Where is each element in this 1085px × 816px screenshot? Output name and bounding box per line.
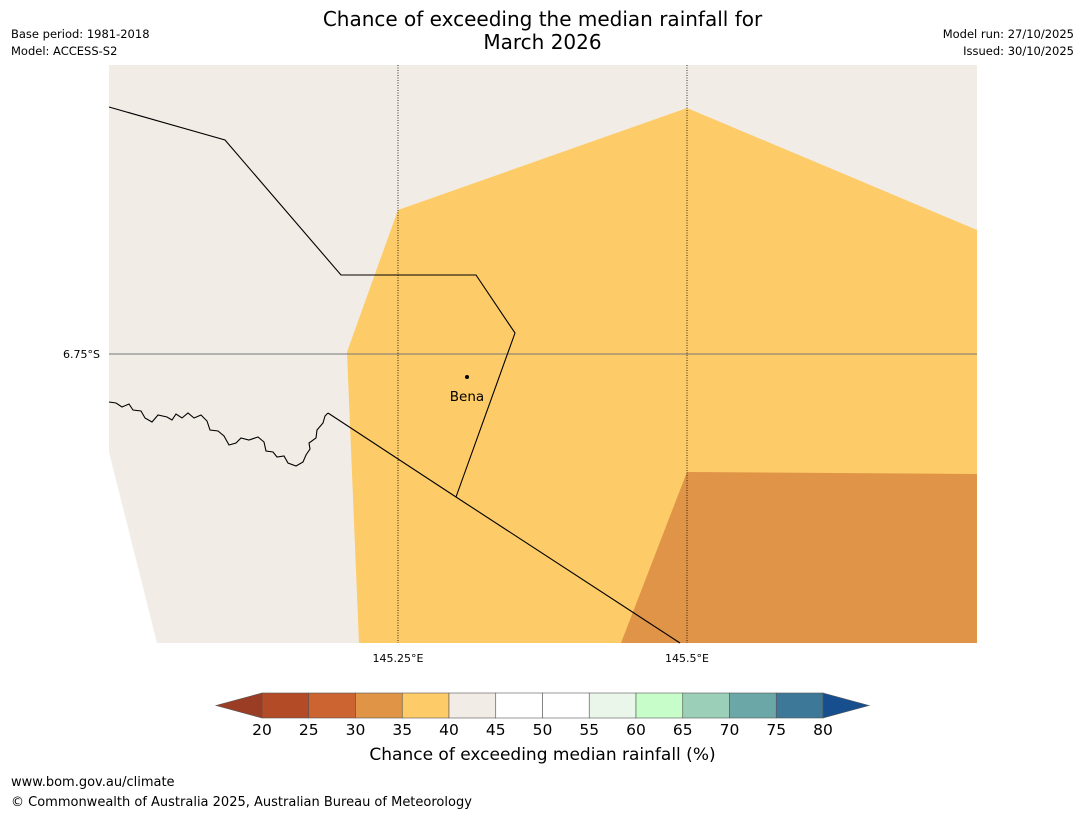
place-marker-dot xyxy=(465,375,469,379)
colorbar-tick-label: 60 xyxy=(626,721,646,739)
colorbar-segment-20-25 xyxy=(261,692,310,719)
colorbar-tick-label: 40 xyxy=(439,721,459,739)
footer-copyright: © Commonwealth of Australia 2025, Austra… xyxy=(11,795,472,810)
colorbar-tick-label: 30 xyxy=(346,721,366,739)
colorbar-tick-label: 75 xyxy=(766,721,786,739)
colorbar-tick-label: 20 xyxy=(252,721,272,739)
colorbar-extend-high xyxy=(822,692,871,719)
issued-date: Issued: 30/10/2025 xyxy=(963,44,1074,58)
colorbar-tick-label: 55 xyxy=(579,721,599,739)
colorbar-segment-65-70 xyxy=(682,692,730,719)
colorbar-segment-55-60 xyxy=(588,692,637,719)
footer-url: www.bom.gov.au/climate xyxy=(11,775,175,790)
model-name: Model: ACCESS-S2 xyxy=(11,44,118,58)
colorbar-segment-35-40 xyxy=(401,692,450,719)
colorbar-tick-label: 70 xyxy=(720,721,740,739)
colorbar-segment-60-65 xyxy=(635,692,684,719)
longitude-label-145-25: 145.25°E xyxy=(373,652,424,665)
colorbar-segment-25-30 xyxy=(308,692,356,719)
colorbar-segment-75-80 xyxy=(775,692,824,719)
latitude-label: 6.75°S xyxy=(63,348,100,361)
colorbar-tick-label: 25 xyxy=(299,721,319,739)
place-label: Bena xyxy=(450,389,484,405)
colorbar-segment-70-75 xyxy=(729,692,777,719)
colorbar-title: Chance of exceeding median rainfall (%) xyxy=(369,745,716,765)
province-boundary-south xyxy=(327,412,681,644)
longitude-label-145-5: 145.5°E xyxy=(665,652,709,665)
model-run: Model run: 27/10/2025 xyxy=(942,27,1074,41)
colorbar-segment-30-35 xyxy=(355,692,403,719)
base-period: Base period: 1981-2018 xyxy=(11,27,150,41)
province-boundary-north xyxy=(108,106,516,498)
colorbar-segment-45-50 xyxy=(495,692,543,719)
coastline xyxy=(108,401,329,467)
colorbar-tick-label: 80 xyxy=(813,721,833,739)
colorbar: 20 25 30 35 40 45 50 55 60 65 70 75 80 xyxy=(214,692,871,739)
colorbar-tick-label: 35 xyxy=(392,721,412,739)
colorbar-segment-50-55 xyxy=(542,692,590,719)
colorbar-tick-label: 45 xyxy=(486,721,506,739)
colorbar-extend-low xyxy=(214,692,263,719)
rainfall-map: Bena 6.75°S 145.25°E 145.5°E xyxy=(63,65,977,665)
colorbar-segment-40-45 xyxy=(448,692,497,719)
map-title-line-2: March 2026 xyxy=(483,30,602,54)
region-south-east xyxy=(621,472,977,643)
colorbar-tick-label: 50 xyxy=(533,721,553,739)
map-title-line-1: Chance of exceeding the median rainfall … xyxy=(322,7,763,31)
colorbar-tick-label: 65 xyxy=(673,721,693,739)
